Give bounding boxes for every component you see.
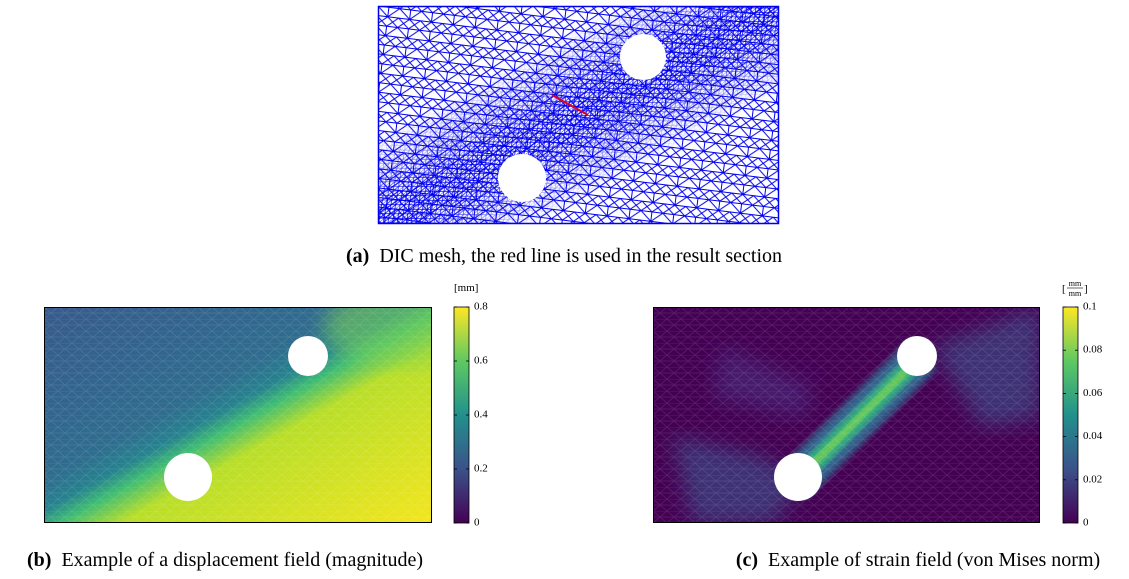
colorbar-tick-label: 0 [1083, 517, 1089, 529]
colorbar-unit: [mm] [454, 282, 478, 294]
colorbar-unit: [ mm mm ] [1062, 279, 1088, 298]
unit-bracket: [ [1062, 283, 1066, 295]
colorbar-tick-label: 0.06 [1083, 387, 1103, 399]
caption: (a) DIC mesh, the red line is used in th… [346, 245, 782, 267]
colorbar-tick-label: 0 [474, 517, 480, 529]
mesh-panel [377, 5, 780, 225]
unit-numerator: mm [1069, 279, 1082, 288]
caption-label: (b) [27, 549, 51, 571]
colorbar-tick-label: 0.1 [1083, 301, 1097, 313]
caption: (b) Example of a displacement field (mag… [27, 549, 423, 571]
colorbar [1062, 306, 1079, 524]
caption-text: Example of a displacement field (magnitu… [61, 549, 423, 571]
caption: (c) Example of strain field (von Mises n… [736, 549, 1100, 571]
colorbar-tick-label: 0.6 [474, 355, 488, 367]
colorbar-tick-label: 0.04 [1083, 430, 1103, 442]
colorbar-tick-label: 0.4 [474, 409, 488, 421]
caption-text: DIC mesh, the red line is used in the re… [379, 245, 782, 267]
displacement-panel [44, 307, 432, 523]
colorbar-tick-label: 0.08 [1083, 344, 1103, 356]
unit-bracket: ] [1084, 283, 1088, 295]
strain-panel [653, 307, 1040, 523]
colorbar-tick-label: 0.2 [474, 463, 488, 475]
caption-label: (a) [346, 245, 369, 267]
colorbar-tick-label: 0.8 [474, 301, 488, 313]
caption-label: (c) [736, 549, 758, 571]
caption-text: Example of strain field (von Mises norm) [768, 549, 1100, 571]
colorbar-tick-label: 0.02 [1083, 473, 1102, 485]
unit-denominator: mm [1069, 289, 1082, 298]
